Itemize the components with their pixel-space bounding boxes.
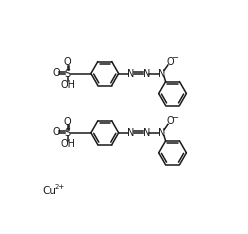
Text: 2+: 2+	[55, 184, 65, 190]
Text: S: S	[65, 69, 71, 79]
Text: OH: OH	[60, 80, 75, 90]
Text: O: O	[166, 57, 174, 67]
Text: N: N	[127, 128, 135, 138]
Text: −: −	[171, 113, 178, 122]
Text: N: N	[127, 69, 135, 79]
Text: O: O	[64, 117, 72, 127]
Text: Cu: Cu	[42, 186, 56, 196]
Text: S: S	[65, 128, 71, 138]
Text: N: N	[143, 128, 150, 138]
Text: O: O	[52, 68, 60, 78]
Text: N: N	[158, 128, 165, 138]
Text: OH: OH	[60, 139, 75, 149]
Text: N: N	[158, 69, 165, 79]
Text: N: N	[143, 69, 150, 79]
Text: O: O	[52, 128, 60, 137]
Text: −: −	[171, 54, 178, 63]
Text: O: O	[166, 116, 174, 126]
Text: O: O	[64, 57, 72, 67]
